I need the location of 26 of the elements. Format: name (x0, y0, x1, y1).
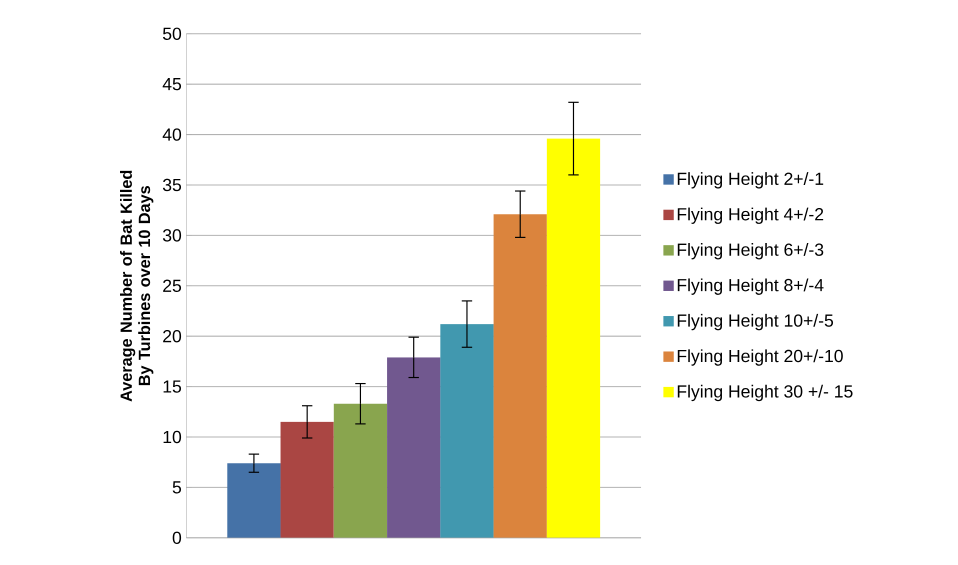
y-tick-label: 25 (163, 280, 182, 292)
y-axis-title: Average Number of Bat Killed By Turbines over 10 Days (120, 170, 154, 402)
y-tick-label: 50 (162, 28, 182, 40)
bar (494, 214, 547, 538)
bar (440, 324, 494, 538)
y-tick-label: 35 (162, 178, 182, 192)
legend-label: Flying Height 8+/-4 (678, 278, 824, 295)
bar (334, 404, 388, 538)
bar (280, 422, 334, 538)
y-tick-label: 5 (172, 481, 182, 494)
bar (227, 463, 281, 538)
legend-label: Flying Height 6+/-3 (678, 242, 824, 260)
legend-label: Flying Height 30 +/- 15 (678, 384, 853, 402)
bar (387, 357, 440, 538)
y-tick-label: 15 (164, 380, 182, 393)
y-tick-label: 20 (163, 330, 182, 342)
y-tick-label: 45 (162, 78, 182, 90)
legend-label: Flying Height 2+/-1 (678, 172, 824, 188)
y-tick-label: 30 (162, 229, 182, 242)
y-tick-label: 40 (162, 128, 182, 141)
legend-label: Flying Height 10+/-5 (678, 314, 834, 330)
y-tick-label: 0 (172, 532, 182, 544)
y-tick-label: 10 (164, 430, 182, 444)
legend-label: Flying Height 20+/-10 (678, 349, 843, 366)
bar (546, 138, 600, 538)
legend-label: Flying Height 4+/-2 (678, 208, 824, 224)
